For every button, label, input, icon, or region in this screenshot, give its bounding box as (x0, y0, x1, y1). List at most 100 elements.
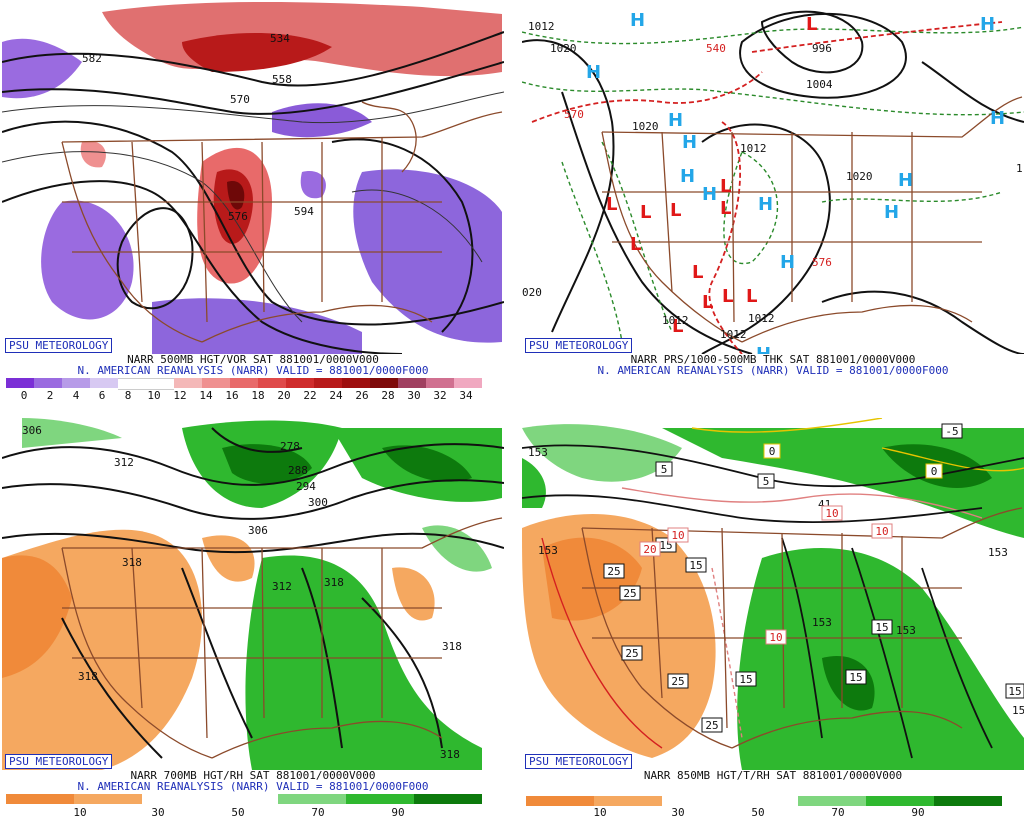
boxed-temp-label: 5 (655, 461, 673, 477)
panel-title: NARR PRS/1000-500MB THK SAT 881001/0000V… (630, 353, 916, 366)
humidity-colorbar-ticks: 10 30 50 70 90 (593, 806, 925, 819)
thickness-label: 540 (706, 42, 726, 55)
svg-text:10: 10 (769, 631, 782, 644)
high-pressure-marker: H (980, 14, 995, 35)
svg-text:25: 25 (625, 647, 638, 660)
svg-text:0: 0 (769, 445, 776, 458)
panel-850mb-temp-humidity: 153 153 41 153 153 153 15 15 0 -5 0 5 5 … (522, 418, 1024, 819)
high-pressure-marker: H (990, 108, 1005, 129)
low-pressure-marker: L (720, 198, 731, 219)
contour-label: 15 (1012, 704, 1024, 717)
boxed-temp-label: 10 (821, 505, 843, 521)
boxed-temp-label: 10 (765, 629, 787, 645)
low-pressure-marker: L (672, 316, 683, 337)
psu-credit-badge: PSU METEOROLOGY (525, 338, 633, 353)
isobar-label: 1020 (550, 42, 577, 55)
panel-subtitle: N. AMERICAN REANALYSIS (NARR) VALID = 88… (77, 780, 429, 793)
contour-label: 153 (812, 616, 832, 629)
high-pressure-marker: H (682, 132, 697, 153)
boxed-temp-label: 15 (735, 671, 757, 687)
isobar-label: 996 (812, 42, 832, 55)
contour-label: 594 (294, 205, 314, 218)
svg-text:-5: -5 (945, 425, 958, 438)
contour-label: 558 (272, 73, 292, 86)
high-pressure-marker: H (630, 10, 645, 31)
svg-text:10: 10 (875, 525, 888, 538)
svg-text:10: 10 (671, 529, 684, 542)
low-pressure-marker: L (806, 14, 817, 35)
contour-label: 312 (114, 456, 134, 469)
thickness-label: 576 (812, 256, 832, 269)
humidity-850-map: 153 153 41 153 153 153 15 15 0 -5 0 5 5 … (522, 418, 1024, 770)
vorticity-map: 534 558 570 576 594 582 (2, 2, 504, 354)
panel-title: NARR 700MB HGT/RH SAT 881001/0000V000 (130, 769, 376, 782)
contour-label: 576 (228, 210, 248, 223)
svg-text:5: 5 (763, 475, 770, 488)
contour-label: 153 (896, 624, 916, 637)
psu-credit-badge: PSU METEOROLOGY (525, 754, 633, 769)
low-pressure-marker: L (640, 202, 651, 223)
contour-label: 318 (442, 640, 462, 653)
psu-credit-badge: PSU METEOROLOGY (5, 754, 113, 769)
thickness-label: 570 (564, 108, 584, 121)
contour-label: 306 (248, 524, 268, 537)
psu-credit-badge: PSU METEOROLOGY (5, 338, 113, 353)
low-pressure-marker: L (630, 234, 641, 255)
isobar-label: 1012 (740, 142, 767, 155)
svg-text:0: 0 (931, 465, 938, 478)
contour-label: 306 (22, 424, 42, 437)
boxed-temp-label: 10 (871, 523, 893, 539)
contour-label: 294 (296, 480, 316, 493)
panel-subtitle: N. AMERICAN REANALYSIS (NARR) VALID = 88… (597, 364, 949, 377)
contour-label: 300 (308, 496, 328, 509)
isobar-label: 020 (522, 286, 542, 299)
humidity-colorbar-ticks: 10 30 50 70 90 (73, 806, 405, 819)
high-pressure-marker: H (898, 170, 913, 191)
boxed-temp-label: 25 (603, 563, 625, 579)
high-pressure-marker: H (586, 62, 601, 83)
boxed-temp-label: 15 (845, 669, 867, 685)
isobar-label: 1020 (846, 170, 873, 183)
low-pressure-marker: L (720, 176, 731, 197)
contour-label: 278 (280, 440, 300, 453)
high-pressure-marker: H (780, 252, 795, 273)
vorticity-colorbar (6, 378, 482, 390)
humidity-700-map: 312 278 288 294 300 306 318 312 318 318 … (2, 418, 504, 770)
panel-title: NARR 500MB HGT/VOR SAT 881001/0000V000 (127, 353, 379, 366)
svg-text:15: 15 (689, 559, 702, 572)
panel-700mb-humidity: 312 278 288 294 300 306 318 312 318 318 … (2, 418, 504, 819)
contour-label: 153 (538, 544, 558, 557)
panel-500mb-vorticity: 534 558 570 576 594 582 PSU METEOROLOGY … (2, 2, 504, 402)
svg-text:15: 15 (849, 671, 862, 684)
high-pressure-marker: H (884, 202, 899, 223)
boxed-temp-label: 5 (757, 473, 775, 489)
svg-text:5: 5 (661, 463, 668, 476)
svg-text:20: 20 (643, 543, 656, 556)
boxed-temp-label: 0 (763, 443, 781, 459)
boxed-temp-label: 0 (925, 463, 943, 479)
isobar-label: 1012 (748, 312, 775, 325)
contour-label: 318 (122, 556, 142, 569)
low-pressure-marker: L (692, 262, 703, 283)
contour-label: 582 (82, 52, 102, 65)
boxed-temp-label: 25 (621, 645, 643, 661)
low-pressure-marker: L (670, 200, 681, 221)
humidity-colorbar (6, 794, 482, 804)
svg-text:10: 10 (825, 507, 838, 520)
contour-label: 318 (324, 576, 344, 589)
panel-subtitle: N. AMERICAN REANALYSIS (NARR) VALID = 88… (77, 364, 429, 377)
contour-label: 318 (440, 748, 460, 761)
contour-label: 312 (272, 580, 292, 593)
low-pressure-marker: L (746, 286, 757, 307)
boxed-temp-label: 20 (639, 541, 661, 557)
boxed-temp-label: -5 (941, 423, 963, 439)
svg-text:15: 15 (739, 673, 752, 686)
high-pressure-marker: H (680, 166, 695, 187)
contour-label: 318 (78, 670, 98, 683)
boxed-temp-label: 25 (619, 585, 641, 601)
contour-label: 534 (270, 32, 290, 45)
high-pressure-marker: H (756, 344, 771, 354)
boxed-temp-label: 25 (701, 717, 723, 733)
svg-text:25: 25 (705, 719, 718, 732)
svg-text:15: 15 (1008, 685, 1021, 698)
